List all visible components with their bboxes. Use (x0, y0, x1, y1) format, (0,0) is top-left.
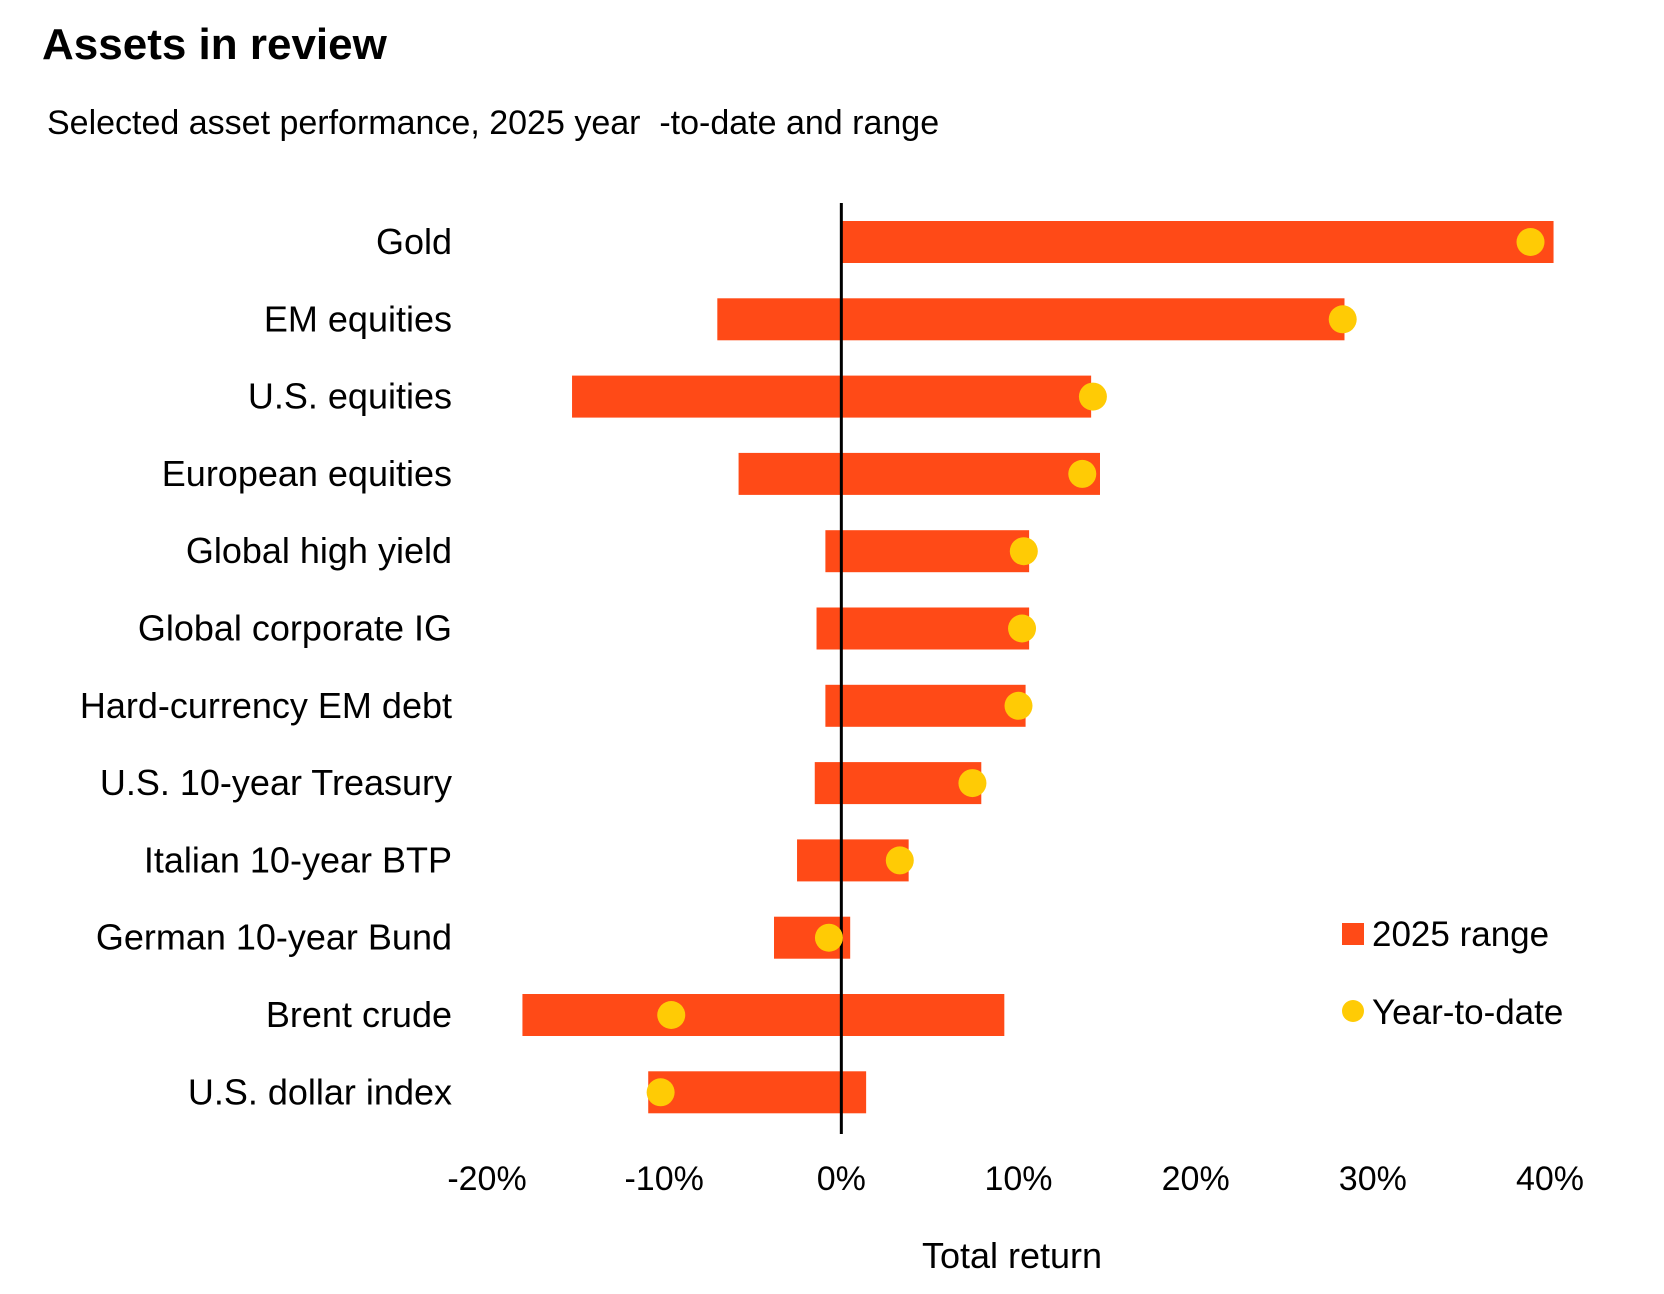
x-axis-label: Total return (922, 1235, 1102, 1276)
category-label: Brent crude (266, 994, 452, 1035)
range-bar (825, 684, 1026, 727)
x-tick-label: 30% (1339, 1160, 1407, 1198)
category-label: U.S. equities (248, 376, 452, 417)
range-bar (841, 221, 1554, 263)
category-label: German 10-year Bund (96, 917, 452, 958)
ytd-dot (958, 769, 987, 798)
legend-range-label: 2025 range (1372, 915, 1549, 954)
ytd-dot (1516, 228, 1545, 256)
ytd-dot (657, 1001, 686, 1029)
legend-ytd-label: Year-to-date (1372, 993, 1563, 1032)
chart-title: Assets in review (42, 20, 387, 69)
ytd-dot (1008, 614, 1037, 643)
x-tick-label: -10% (624, 1160, 703, 1198)
ytd-dot (1004, 691, 1033, 720)
range-bar (825, 530, 1030, 573)
legend-ytd-swatch (1342, 1000, 1364, 1022)
range-bar (816, 607, 1030, 650)
chart-subtitle: Selected asset performance, 2025 year -t… (47, 104, 940, 142)
range-bar (522, 994, 1005, 1036)
ytd-dot (1068, 459, 1097, 488)
ytd-dot (814, 923, 843, 952)
range-bar (814, 762, 982, 805)
x-tick-label: 0% (817, 1160, 866, 1198)
x-tick-labels: -20% -10% 0% 10% 20% 30% 40% (447, 1160, 1584, 1198)
range-bar (648, 1071, 867, 1114)
range-bar (738, 452, 1100, 495)
ytd-dot (1328, 305, 1357, 334)
ytd-dot (1009, 537, 1038, 566)
x-tick-label: -20% (447, 1160, 526, 1198)
ytd-dot (1078, 382, 1107, 411)
ytd-dot (646, 1078, 675, 1107)
x-tick-label: 20% (1162, 1160, 1230, 1198)
category-label: Hard-currency EM debt (80, 685, 452, 726)
category-label: European equities (162, 453, 452, 494)
category-labels: Gold EM equities U.S. equities European equ… (80, 221, 452, 1112)
legend: 2025 range Year-to-date (1342, 915, 1563, 1032)
category-label: Italian 10-year BTP (144, 839, 452, 880)
category-label: Global corporate IG (138, 608, 452, 649)
category-label: U.S. dollar index (188, 1071, 452, 1112)
range-bar (717, 298, 1345, 341)
range-bar (572, 375, 1092, 418)
range-bars (522, 221, 1554, 1114)
category-label: U.S. 10-year Treasury (100, 762, 452, 803)
category-label: EM equities (264, 298, 452, 339)
ytd-dots (646, 228, 1545, 1107)
category-label: Global high yield (186, 530, 452, 571)
category-label: Gold (376, 221, 452, 262)
legend-range-swatch (1342, 923, 1364, 945)
x-tick-label: 10% (984, 1160, 1052, 1198)
x-tick-label: 40% (1516, 1160, 1584, 1198)
ytd-dot (885, 846, 914, 875)
